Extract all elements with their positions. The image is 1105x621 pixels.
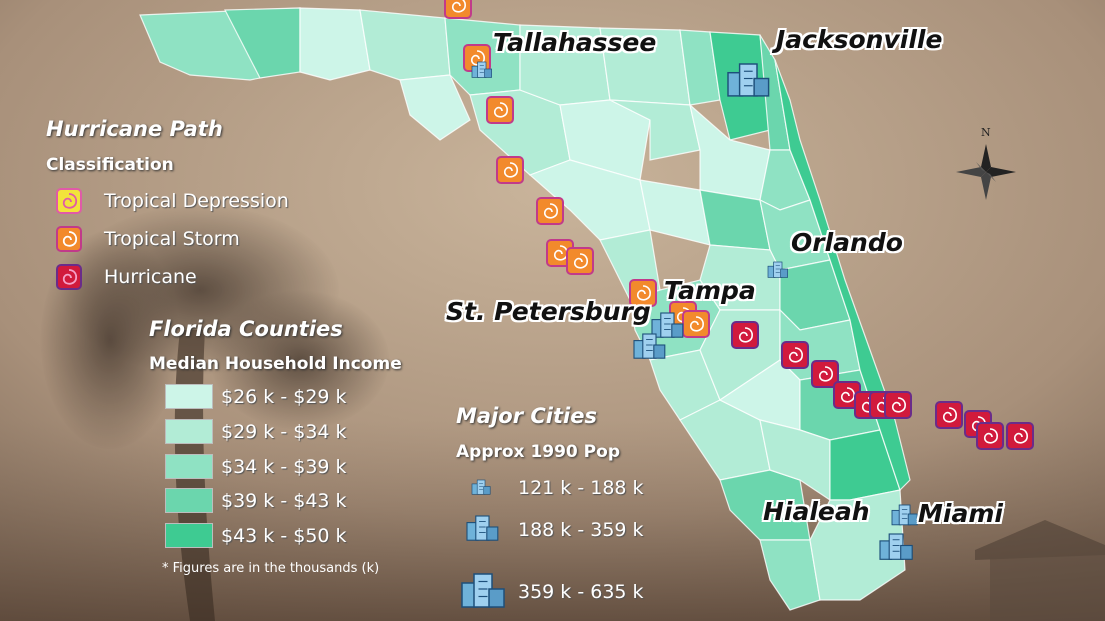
legend-item-pop-large: 359 k - 635 k: [460, 572, 644, 612]
legend-label: $29 k - $34 k: [221, 420, 347, 443]
legend-item-income-5: $43 k - $50 k: [165, 523, 347, 548]
north-arrow-icon: [956, 144, 1016, 200]
legend-item-income-4: $39 k - $43 k: [165, 488, 347, 513]
hurricane-icon: [56, 264, 82, 290]
legend-label: $26 k - $29 k: [221, 385, 347, 408]
hurricane-legend-subtitle: Classification: [46, 155, 174, 175]
legend-item-income-1: $26 k - $29 k: [165, 384, 347, 409]
legend-item-tropical-depression: Tropical Depression: [56, 188, 289, 214]
medium-building-icon: [466, 515, 499, 541]
legend-label: 359 k - 635 k: [518, 581, 644, 603]
small-building-icon: [471, 479, 491, 495]
legend-label: $34 k - $39 k: [221, 455, 347, 478]
orlando-building-icon: [767, 261, 788, 278]
miami-building-icon: [879, 533, 913, 560]
county-legend-subtitle: Median Household Income: [149, 354, 402, 374]
county-legend-note: * Figures are in the thousands (k): [162, 561, 380, 576]
city-legend-subtitle: Approx 1990 Pop: [456, 442, 620, 462]
city-label-tallahassee: Tallahassee: [493, 28, 657, 57]
jacksonville-building-icon: [727, 63, 770, 97]
legend-label: $43 k - $50 k: [221, 524, 347, 547]
county-legend-title: Florida Counties: [149, 317, 343, 341]
city-label-orlando: Orlando: [791, 228, 903, 257]
legend-item-income-3: $34 k - $39 k: [165, 454, 347, 479]
income-swatch: [165, 523, 213, 548]
legend-label: Hurricane: [104, 266, 197, 288]
legend-label: Tropical Depression: [104, 190, 289, 212]
legend-label: 121 k - 188 k: [518, 477, 644, 499]
income-swatch: [165, 384, 213, 409]
legend-item-pop-medium: 188 k - 359 k: [465, 514, 644, 546]
tropical-storm-icon: [56, 226, 82, 252]
hurricane-marker: [731, 321, 1034, 450]
city-legend-title: Major Cities: [456, 404, 597, 428]
city-label-hialeah: Hialeah: [763, 497, 870, 526]
large-building-icon: [461, 573, 505, 608]
hurricane-legend-title: Hurricane Path: [46, 117, 223, 141]
city-label-jacksonville: Jacksonville: [776, 25, 943, 54]
legend-label: Tropical Storm: [104, 228, 240, 250]
city-label-miami: Miami: [918, 499, 1003, 528]
hialeah-building-icon: [891, 504, 918, 526]
income-swatch: [165, 419, 213, 444]
city-label-tampa: Tampa: [664, 276, 756, 305]
north-label: N: [981, 126, 991, 139]
legend-item-tropical-storm: Tropical Storm: [56, 226, 240, 252]
tropical-depression-icon: [56, 188, 82, 214]
legend-label: $39 k - $43 k: [221, 489, 347, 512]
legend-item-pop-small: 121 k - 188 k: [470, 476, 644, 500]
legend-label: 188 k - 359 k: [518, 519, 644, 541]
city-label-st-petersburg: St. Petersburg: [446, 297, 651, 326]
income-swatch: [165, 454, 213, 479]
income-swatch: [165, 488, 213, 513]
house-silhouette: [975, 520, 1105, 621]
legend-item-income-2: $29 k - $34 k: [165, 419, 347, 444]
legend-item-hurricane: Hurricane: [56, 264, 197, 290]
